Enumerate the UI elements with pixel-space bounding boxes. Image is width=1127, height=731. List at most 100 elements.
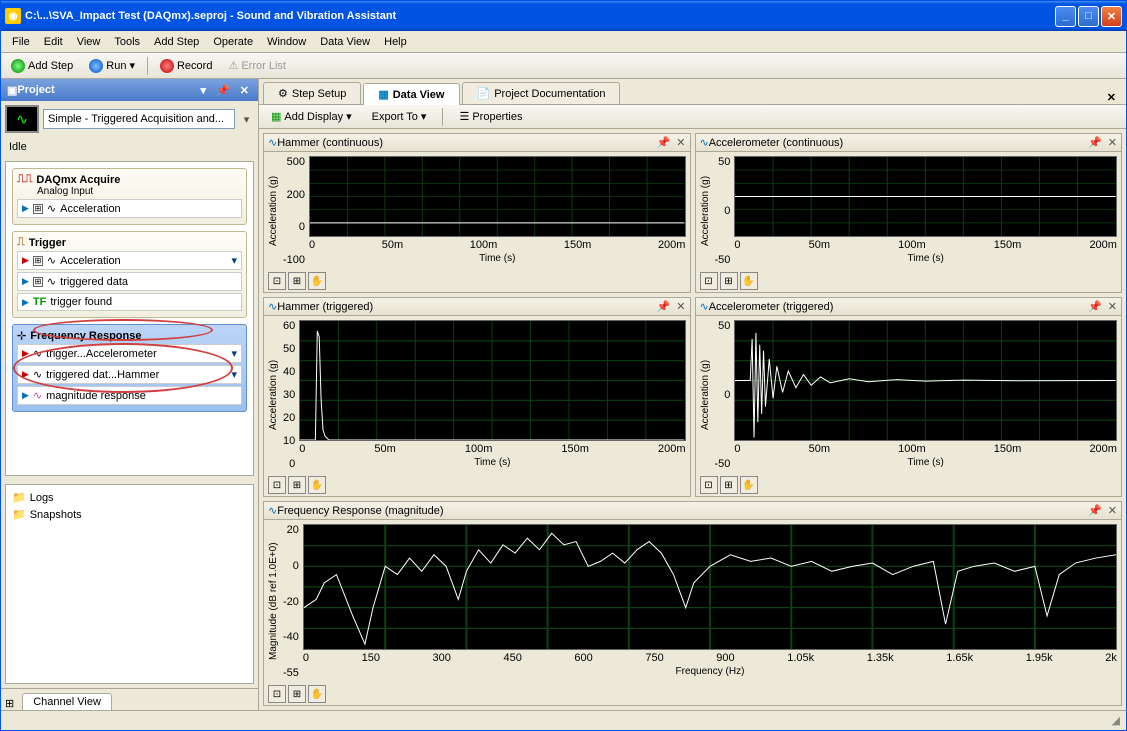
record-button[interactable]: Record xyxy=(154,56,218,76)
menu-window[interactable]: Window xyxy=(260,34,313,50)
zoom-icon[interactable]: ⊞ xyxy=(720,272,738,290)
zoom-icon[interactable]: ⊞ xyxy=(288,476,306,494)
freq-title: Frequency Response xyxy=(30,330,141,342)
pan-icon[interactable]: ✋ xyxy=(740,272,758,290)
chart-close-icon[interactable]: ✕ xyxy=(1108,300,1117,313)
project-panel: ▣ Project ▾ 📌 ✕ ∿ Simple - Triggered Acq… xyxy=(1,79,259,710)
pin-icon[interactable]: 📌 xyxy=(657,136,671,149)
snapshots-item[interactable]: 📁Snapshots xyxy=(10,506,249,523)
add-display-label: Add Display xyxy=(284,111,343,123)
close-button[interactable]: ✕ xyxy=(1101,6,1122,27)
zoom-fit-icon[interactable]: ⊡ xyxy=(700,272,718,290)
export-button[interactable]: Export To ▾ xyxy=(366,107,433,126)
tree-item-label: magnitude response xyxy=(46,390,146,402)
trigger-block[interactable]: ⎍Trigger ▶⊞∿Acceleration▾ ▶⊞∿triggered d… xyxy=(12,231,247,318)
menu-help[interactable]: Help xyxy=(377,34,414,50)
content-panel: ⚙Step Setup ▦Data View 📄Project Document… xyxy=(259,79,1126,710)
chart-icon: ▦ xyxy=(378,88,388,101)
pan-icon[interactable]: ✋ xyxy=(308,272,326,290)
panel-close-icon[interactable]: ✕ xyxy=(237,84,252,97)
maximize-button[interactable]: □ xyxy=(1078,6,1099,27)
error-list-button[interactable]: ⚠Error List xyxy=(222,56,292,75)
y-axis-ticks: 500-50 xyxy=(713,156,733,266)
menu-addstep[interactable]: Add Step xyxy=(147,34,206,50)
channel-view-tab[interactable]: Channel View xyxy=(22,693,112,710)
chart-close-icon[interactable]: ✕ xyxy=(1108,504,1117,517)
chevron-down-icon[interactable]: ▾ xyxy=(239,113,254,126)
plot-area[interactable] xyxy=(309,156,685,237)
data-view-tab[interactable]: ▦Data View xyxy=(363,83,459,105)
tree-row[interactable]: ▶⊞∿triggered data xyxy=(17,272,242,291)
chevron-down-icon[interactable]: ▾ xyxy=(231,347,237,360)
chart-title: Hammer (triggered) xyxy=(277,301,373,313)
titlebar[interactable]: ◉ C:\...\SVA_Impact Test (DAQmx).seproj … xyxy=(1,1,1126,31)
add-step-button[interactable]: Add Step xyxy=(5,56,79,76)
pan-icon[interactable]: ✋ xyxy=(740,476,758,494)
logs-item[interactable]: 📁Logs xyxy=(10,489,249,506)
tab-label: Step Setup xyxy=(292,88,346,100)
zoom-fit-icon[interactable]: ⊡ xyxy=(268,685,286,703)
menu-operate[interactable]: Operate xyxy=(206,34,260,50)
pin-icon[interactable]: 📌 xyxy=(1088,504,1102,517)
menu-edit[interactable]: Edit xyxy=(37,34,70,50)
zoom-fit-icon[interactable]: ⊡ xyxy=(700,476,718,494)
zoom-fit-icon[interactable]: ⊡ xyxy=(268,272,286,290)
tree-row[interactable]: ▶∿trigger...Accelerometer▾ xyxy=(17,344,242,363)
resize-grip-icon[interactable]: ◢ xyxy=(1112,714,1120,727)
pan-icon[interactable]: ✋ xyxy=(308,685,326,703)
frequency-response-block[interactable]: ⊹Frequency Response ▶∿trigger...Accelero… xyxy=(12,324,247,412)
project-doc-tab[interactable]: 📄Project Documentation xyxy=(462,82,621,104)
chevron-down-icon[interactable]: ▾ xyxy=(231,368,237,381)
daqmx-acquire-block[interactable]: ⎍⎍DAQmx Acquire Analog Input ▶⊞∿Accelera… xyxy=(12,168,247,225)
zoom-icon[interactable]: ⊞ xyxy=(288,685,306,703)
mode-dropdown[interactable]: Simple - Triggered Acquisition and... xyxy=(43,109,235,129)
menu-view[interactable]: View xyxy=(70,34,108,50)
zoom-fit-icon[interactable]: ⊡ xyxy=(268,476,286,494)
project-panel-header: ▣ Project ▾ 📌 ✕ xyxy=(1,79,258,101)
plot-area[interactable] xyxy=(303,524,1117,650)
plot-area[interactable] xyxy=(734,156,1117,237)
tree-row[interactable]: ▶∿triggered dat...Hammer▾ xyxy=(17,365,242,384)
hammer-triggered-chart: ∿ Hammer (triggered)📌✕Acceleration (g)60… xyxy=(263,297,691,497)
wave-icon: ∿ xyxy=(268,300,277,313)
zoom-icon[interactable]: ⊞ xyxy=(288,272,306,290)
tree-row[interactable]: ▶∿magnitude response xyxy=(17,386,242,405)
chevron-down-icon[interactable]: ▾ xyxy=(231,254,237,267)
menu-file[interactable]: File xyxy=(5,34,37,50)
tree-item-label: Acceleration xyxy=(60,255,121,267)
charts-area: ∿ Hammer (continuous)📌✕Acceleration (g)5… xyxy=(259,129,1126,710)
properties-button[interactable]: ☰Properties xyxy=(453,107,528,126)
pin-icon[interactable]: 📌 xyxy=(657,300,671,313)
acquire-subtitle: Analog Input xyxy=(37,186,242,197)
zoom-icon[interactable]: ⊞ xyxy=(720,476,738,494)
chart-close-icon[interactable]: ✕ xyxy=(1108,136,1117,149)
x-axis-ticks: 050m100m150m200m xyxy=(309,237,685,253)
pin-icon[interactable]: 📌 xyxy=(213,84,233,97)
chart-close-icon[interactable]: ✕ xyxy=(676,300,685,313)
tree-row[interactable]: ▶TFtrigger found xyxy=(17,293,242,311)
step-setup-tab[interactable]: ⚙Step Setup xyxy=(263,82,361,104)
menu-dataview[interactable]: Data View xyxy=(313,34,377,50)
chart-title: Accelerometer (triggered) xyxy=(709,301,834,313)
x-axis-label: Time (s) xyxy=(299,457,685,470)
wave-icon: ∿ xyxy=(5,105,39,133)
tree-row[interactable]: ▶⊞∿Acceleration xyxy=(17,199,242,218)
tab-close-icon[interactable]: ✕ xyxy=(1101,91,1122,104)
app-icon: ◉ xyxy=(5,8,21,24)
project-panel-icon: ▣ xyxy=(7,84,17,97)
record-label: Record xyxy=(177,60,212,72)
run-button[interactable]: Run ▾ xyxy=(83,56,141,76)
pin-icon[interactable]: 📌 xyxy=(1088,136,1102,149)
chart-close-icon[interactable]: ✕ xyxy=(676,136,685,149)
tree-row[interactable]: ▶⊞∿Acceleration▾ xyxy=(17,251,242,270)
add-display-button[interactable]: ▦Add Display ▾ xyxy=(265,107,358,126)
wave-icon: ∿ xyxy=(47,202,56,215)
dropdown-arrow-icon: ▾ xyxy=(129,59,135,72)
menu-tools[interactable]: Tools xyxy=(107,34,147,50)
plot-area[interactable] xyxy=(299,320,685,441)
dropdown-icon[interactable]: ▾ xyxy=(198,84,210,97)
minimize-button[interactable]: _ xyxy=(1055,6,1076,27)
plot-area[interactable] xyxy=(734,320,1117,441)
pin-icon[interactable]: 📌 xyxy=(1088,300,1102,313)
pan-icon[interactable]: ✋ xyxy=(308,476,326,494)
